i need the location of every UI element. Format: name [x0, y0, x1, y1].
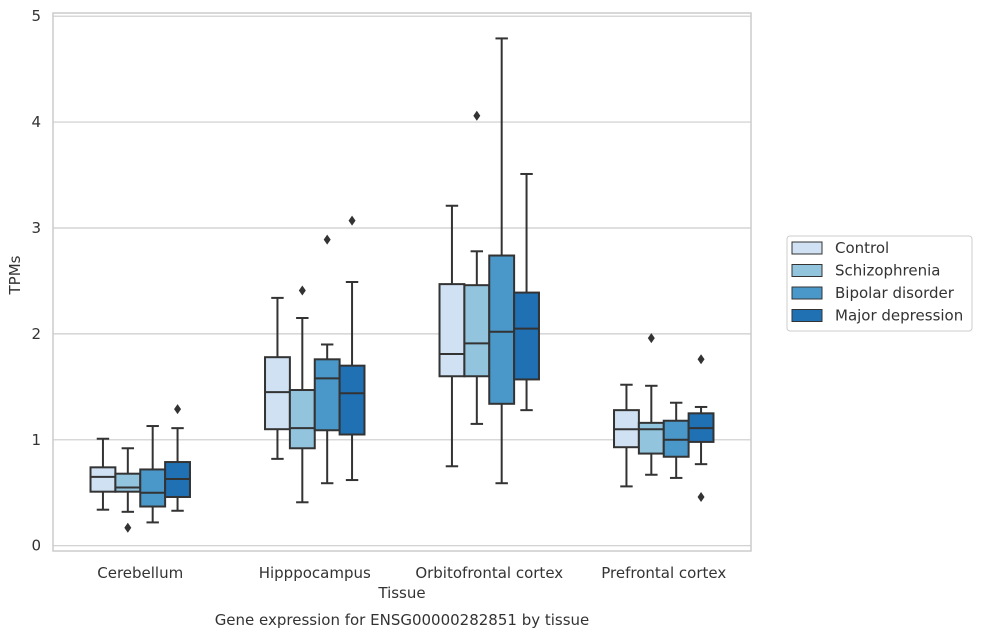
x-tick-labels: Cerebellum Hipppocampus Orbitofrontal cort…: [97, 564, 726, 582]
box: [438, 283, 466, 378]
x-tick-label: Orbitofrontal cortex: [415, 564, 563, 582]
legend-swatch: [791, 264, 823, 277]
outlier-point: [323, 234, 331, 245]
box-group: [264, 296, 291, 460]
legend-swatch: [791, 241, 823, 255]
plot-area-frame: [52, 12, 752, 552]
box-group: [438, 204, 466, 468]
y-tick-label: 2: [31, 325, 41, 343]
box-group: [513, 172, 540, 412]
legend: Control Schizophrenia Bipolar disorder Majo…: [786, 235, 973, 332]
box: [463, 284, 491, 378]
outlier-point: [348, 215, 356, 226]
outlier-point: [124, 522, 132, 533]
box: [139, 468, 167, 508]
legend-label: Schizophrenia: [835, 262, 940, 280]
x-axis-label: Tissue: [377, 584, 425, 602]
y-tick-label: 1: [31, 431, 41, 449]
box: [488, 254, 516, 405]
legend-frame: [786, 235, 973, 332]
x-tick-label: Prefrontal cortex: [601, 564, 726, 582]
box: [114, 472, 142, 493]
box-group: [662, 401, 690, 479]
legend-swatch: [791, 286, 823, 300]
box-group: [288, 285, 316, 504]
box: [89, 466, 117, 493]
box-group: [114, 447, 142, 533]
y-tick-label: 3: [31, 219, 41, 237]
y-tick-label: 0: [31, 537, 41, 555]
grid-lines: [53, 15, 751, 547]
box: [513, 291, 540, 381]
chart-title: Gene expression for ENSG00000282851 by t…: [215, 611, 590, 629]
x-tick-label: Cerebellum: [97, 564, 183, 582]
outlier-point: [647, 333, 655, 344]
outlier-point: [298, 285, 306, 296]
y-tick-labels: 0 1 2 3 4 5: [31, 7, 41, 555]
box-group: [338, 215, 366, 482]
box-marks: [89, 37, 715, 533]
box: [288, 389, 316, 450]
box-group: [313, 234, 341, 485]
outlier-point: [174, 404, 182, 415]
box-group: [164, 404, 191, 512]
y-tick-label: 4: [31, 113, 41, 131]
box-group: [89, 437, 117, 511]
box: [264, 356, 291, 431]
legend-swatch: [791, 309, 823, 322]
box: [637, 421, 665, 455]
box: [662, 419, 690, 458]
legend-label: Major depression: [835, 307, 963, 325]
box-group: [139, 425, 167, 524]
outlier-point: [697, 491, 705, 502]
x-tick-label: Hipppocampus: [259, 564, 371, 582]
box-group: [687, 354, 715, 502]
outlier-point: [697, 354, 705, 365]
legend-label: Bipolar disorder: [835, 284, 955, 302]
box-group: [613, 383, 640, 488]
box-group: [488, 37, 516, 485]
y-axis-label: TPMs: [6, 255, 24, 295]
box-group: [463, 110, 491, 425]
box: [338, 364, 366, 436]
box: [313, 358, 341, 432]
legend-label: Control: [835, 239, 889, 257]
outlier-point: [473, 110, 481, 121]
y-tick-label: 5: [31, 7, 41, 25]
box-group: [637, 333, 665, 476]
